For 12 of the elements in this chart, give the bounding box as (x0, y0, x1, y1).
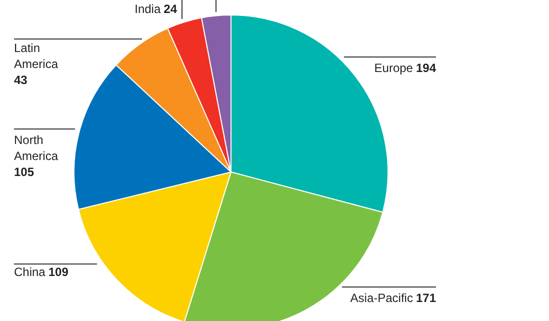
slice-label: Latin America (14, 41, 58, 71)
data-label: 43 (14, 73, 28, 87)
slice-label: India (134, 2, 161, 16)
data-label: 171 (416, 291, 436, 305)
data-label: 194 (416, 61, 436, 75)
slice-label: China (14, 265, 46, 279)
slice-label: Asia-Pacific (350, 291, 413, 305)
data-label: 109 (48, 265, 69, 279)
slice-label: Europe (374, 61, 414, 75)
data-label: 105 (14, 165, 34, 179)
data-label: 24 (164, 2, 178, 16)
slice-label: North America (14, 133, 58, 163)
